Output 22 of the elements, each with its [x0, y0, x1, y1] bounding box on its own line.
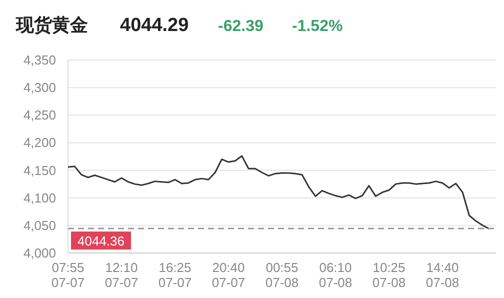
y-tick-label: 4,200: [23, 135, 56, 150]
text: 4044.29: [120, 15, 189, 36]
y-tick-label: 4,250: [23, 108, 56, 123]
x-tick-label: 00:55 07-08: [265, 260, 299, 290]
x-tick-label: 20:40 07-07: [212, 260, 246, 290]
text: -62.39: [218, 18, 264, 35]
x-tick-label: 14:40 07-08: [426, 260, 460, 290]
x-tick-label: 10:25 07-08: [372, 260, 406, 290]
y-tick-label: 4,100: [23, 190, 56, 206]
y-tick-label: 4,050: [23, 218, 56, 233]
ref-line-label: 4044.36: [78, 234, 124, 249]
y-tick-label: 4,150: [23, 162, 56, 178]
x-tick-label: 12:10 07-07: [104, 260, 138, 290]
y-tick-label: 4,000: [23, 246, 56, 260]
line-series: [67, 155, 490, 230]
x-tick-label: 16:25 07-07: [158, 260, 192, 290]
chart-title: 现货黄金: [15, 15, 88, 35]
x-tick-label: 07:55 07-07: [51, 260, 85, 290]
x-tick-label: 06:10 07-08: [318, 260, 352, 290]
y-tick-label: 4,350: [23, 52, 56, 68]
y-tick-label: 4,300: [23, 80, 56, 96]
text: -1.52%: [292, 18, 343, 35]
